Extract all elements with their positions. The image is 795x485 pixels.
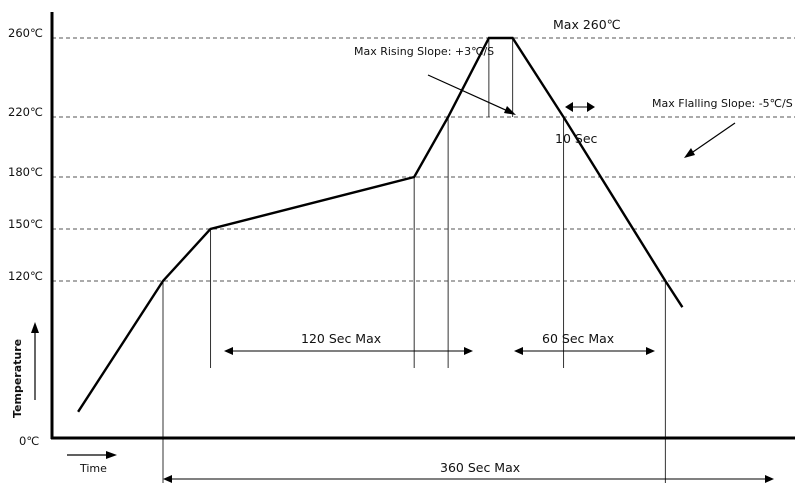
dwell-dimension: 10 Sec (555, 102, 598, 146)
total-arrowhead-left (163, 475, 172, 483)
liquidus-arrowhead-right (646, 347, 655, 355)
y-tick-label-220: 220℃ (8, 105, 43, 119)
falling-slope-label: Max Flalling Slope: -5℃/S (652, 97, 793, 110)
drop-lines (162, 38, 666, 483)
dwell-arrowhead-right (587, 102, 595, 112)
x-axis-arrowhead (106, 451, 117, 459)
rising-slope-label: Max Rising Slope: +3℃/S (354, 45, 494, 58)
y-tick-label-150: 150℃ (8, 217, 43, 231)
axes (50, 12, 795, 440)
liquidus-arrowhead-left (514, 347, 523, 355)
soak-arrowhead-right (464, 347, 473, 355)
peak-label: Max 260℃ (553, 17, 621, 32)
total-label: 360 Sec Max (440, 460, 520, 475)
soak-arrowhead-left (224, 347, 233, 355)
rising-slope-leader (427, 74, 511, 113)
falling-slope-leader (689, 122, 736, 155)
y-axis-label: Temperature (11, 339, 24, 418)
y-tick-labels: 0℃ 120℃ 150℃ 180℃ 220℃ 260℃ (8, 26, 43, 448)
x-axis-title: Time (67, 451, 117, 475)
y-tick-label-260: 260℃ (8, 26, 43, 40)
gridlines (52, 37, 795, 282)
y-tick-label-0: 0℃ (19, 434, 39, 448)
temperature-profile-line (77, 36, 684, 413)
soak-label: 120 Sec Max (301, 331, 381, 346)
falling-slope-arrowhead (684, 148, 695, 158)
x-axis-label: Time (79, 462, 107, 475)
y-axis-arrowhead (31, 322, 39, 333)
total-arrowhead-right (765, 475, 774, 483)
total-dimension: 360 Sec Max (163, 460, 774, 483)
liquidus-label: 60 Sec Max (542, 331, 614, 346)
dwell-label: 10 Sec (555, 131, 598, 146)
y-tick-label-180: 180℃ (8, 165, 43, 179)
dwell-arrowhead-left (565, 102, 573, 112)
liquidus-dimension: 60 Sec Max (514, 331, 655, 355)
soak-dimension: 120 Sec Max (224, 331, 473, 355)
rising-slope-arrowhead (504, 106, 516, 115)
y-tick-label-120: 120℃ (8, 269, 43, 283)
y-axis-title: Temperature (11, 322, 39, 418)
